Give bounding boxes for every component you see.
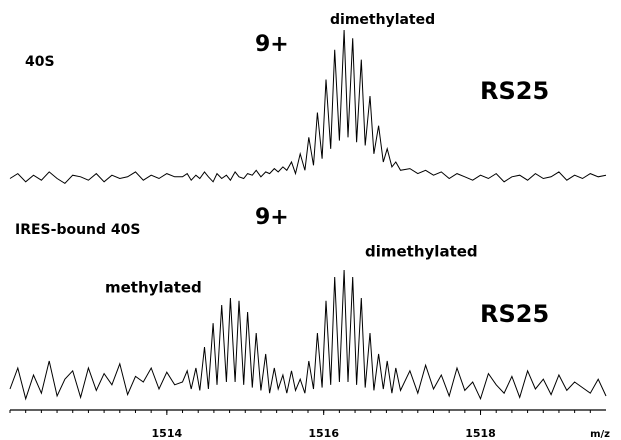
annotation: 9+ xyxy=(255,32,289,57)
annotation: dimethylated xyxy=(330,12,435,28)
annotation: dimethylated xyxy=(365,243,478,261)
x-tick-label: 1518 xyxy=(465,427,496,440)
spectrum-line xyxy=(9,269,607,401)
annotation: IRES-bound 40S xyxy=(15,222,140,238)
x-tick-label: 1514 xyxy=(152,427,183,440)
annotation: 40S xyxy=(25,54,55,70)
annotation: RS25 xyxy=(480,300,549,328)
x-axis-label: m/z xyxy=(590,429,610,440)
annotation: 9+ xyxy=(255,205,289,230)
spectrum-line xyxy=(9,29,607,185)
x-tick-label: 1516 xyxy=(308,427,339,440)
annotation: RS25 xyxy=(480,77,549,105)
annotation: methylated xyxy=(105,279,202,297)
